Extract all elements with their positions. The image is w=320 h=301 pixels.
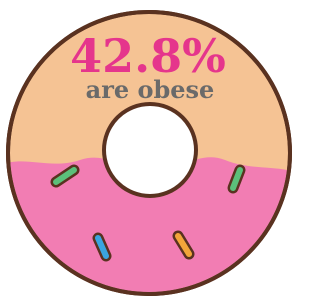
donut-hole <box>104 104 196 196</box>
stat-caption: are obese <box>86 75 215 104</box>
donut-infographic: 42.8% are obese <box>0 0 296 301</box>
